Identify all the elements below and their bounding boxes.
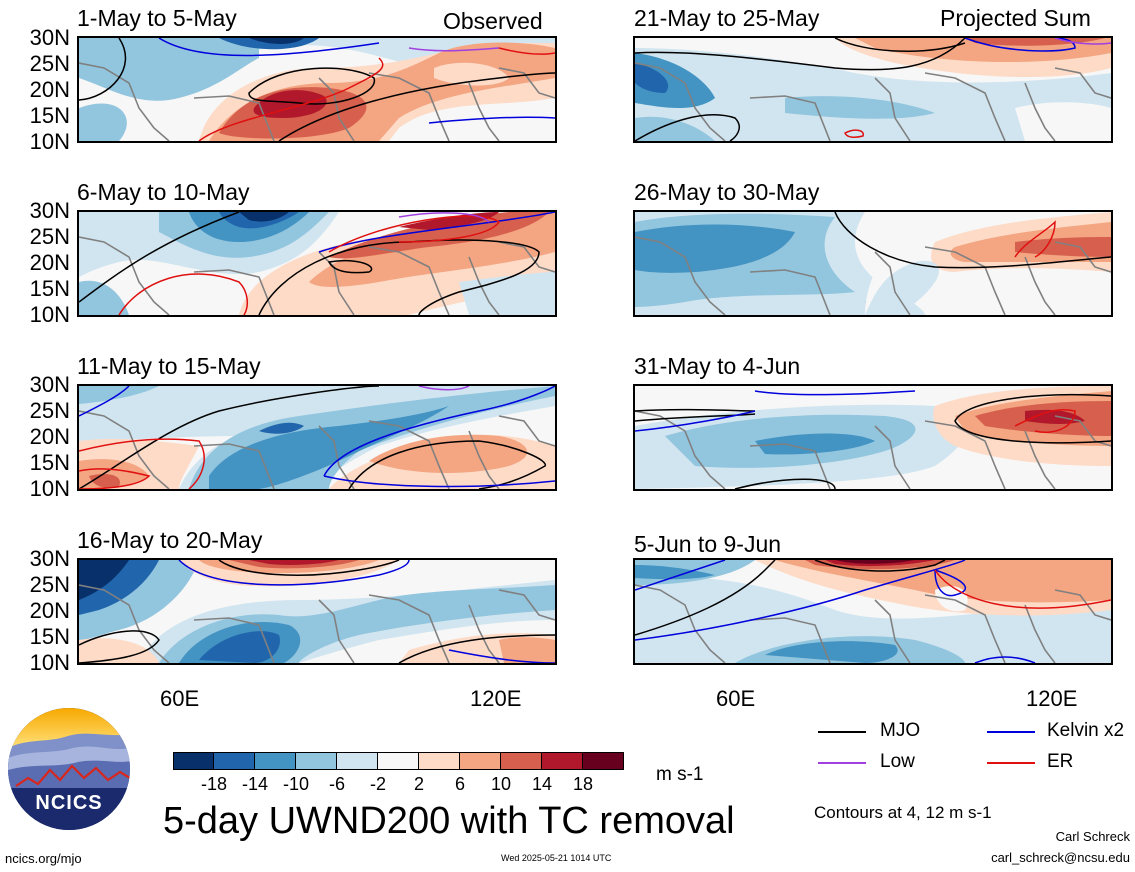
colorbar-cell — [378, 752, 419, 770]
legend-low-line — [818, 762, 866, 764]
colorbar-cell — [255, 752, 296, 770]
map-panel-4 — [77, 558, 557, 665]
ncics-logo-text: NCICS — [35, 792, 103, 814]
lon-tick-60e-right: 60E — [716, 686, 756, 711]
footer-timestamp: Wed 2025-05-21 1014 UTC — [501, 853, 612, 863]
footer-url[interactable]: ncics.org/mjo — [5, 851, 82, 866]
colorbar-cell — [419, 752, 460, 770]
colorbar-tick-label: -6 — [328, 774, 346, 794]
panel-title-5: 21-May to 25-May — [634, 5, 820, 31]
legend-mjo-label: MJO — [880, 720, 921, 741]
lat-tick: 25N — [29, 398, 70, 423]
colorbar-cell — [296, 752, 337, 770]
lat-tick: 15N — [29, 276, 70, 301]
footer-email[interactable]: carl_schreck@ncsu.edu — [991, 850, 1130, 865]
colorbar-tick-label: 10 — [490, 774, 512, 794]
colorbar-units: m s-1 — [656, 764, 704, 785]
panel-title-3: 11-May to 15-May — [77, 353, 261, 379]
colorbar-tick-label: 2 — [413, 774, 425, 794]
lat-tick: 20N — [29, 77, 70, 102]
lat-tick: 15N — [29, 624, 70, 649]
lat-tick: 20N — [29, 250, 70, 275]
colorbar-cell — [173, 752, 214, 770]
map-panel-3 — [77, 384, 557, 491]
panel-title-4: 16-May to 20-May — [77, 527, 263, 553]
legend-low-label: Low — [880, 751, 915, 772]
panel-label-projected: Projected Sum — [940, 5, 1091, 31]
lon-tick-120e-left: 120E — [470, 686, 522, 711]
map-panel-6 — [633, 210, 1113, 317]
legend-er-label: ER — [1047, 751, 1074, 772]
colorbar-tick-label: 6 — [454, 774, 466, 794]
legend-er-line — [987, 762, 1035, 764]
colorbar-cell — [542, 752, 583, 770]
map-panel-5 — [633, 36, 1113, 143]
colorbar-tick-label: -10 — [282, 774, 310, 794]
legend-mjo-line — [818, 731, 866, 733]
lat-tick: 25N — [29, 224, 70, 249]
lat-tick: 10N — [29, 476, 70, 501]
panel-title-6: 26-May to 30-May — [634, 179, 820, 205]
lat-tick: 20N — [29, 598, 70, 623]
lat-tick: 15N — [29, 450, 70, 475]
lon-tick-60e-left: 60E — [160, 686, 200, 711]
lat-tick: 30N — [29, 198, 70, 223]
colorbar-cell — [583, 752, 624, 770]
panel-label-observed: Observed — [443, 8, 543, 34]
lat-tick: 10N — [29, 302, 70, 327]
contours-note: Contours at 4, 12 m s-1 — [814, 803, 992, 822]
lat-tick: 15N — [29, 103, 70, 128]
lat-tick: 30N — [29, 546, 70, 571]
colorbar-tick-label: -14 — [241, 774, 269, 794]
colorbar-cell — [337, 752, 378, 770]
lat-tick: 30N — [29, 372, 70, 397]
colorbar-tick-label: 14 — [531, 774, 553, 794]
legend-kelvin-line — [987, 731, 1035, 733]
colorbar-tick-label: -18 — [200, 774, 228, 794]
lat-tick: 25N — [29, 572, 70, 597]
panel-title-7: 31-May to 4-Jun — [634, 353, 801, 379]
panel-title-8: 5-Jun to 9-Jun — [634, 531, 782, 557]
lat-tick: 10N — [29, 650, 70, 675]
footer-author: Carl Schreck — [1055, 829, 1130, 844]
map-panel-7 — [633, 384, 1113, 491]
panel-title-2: 6-May to 10-May — [77, 179, 250, 205]
lon-tick-120e-right: 120E — [1026, 686, 1078, 711]
colorbar-cell — [214, 752, 255, 770]
colorbar-tick-label: 18 — [572, 774, 594, 794]
colorbar-cell — [460, 752, 501, 770]
map-panel-8 — [633, 558, 1113, 665]
panel-title-1: 1-May to 5-May — [77, 5, 237, 31]
lat-tick: 10N — [29, 129, 70, 154]
colorbar-cell — [501, 752, 542, 770]
lat-tick: 20N — [29, 424, 70, 449]
map-panel-2 — [77, 210, 557, 317]
lat-tick: 25N — [29, 51, 70, 76]
ncics-logo: NCICS — [8, 708, 130, 830]
main-title: 5-day UWND200 with TC removal — [163, 800, 735, 842]
legend-kelvin-label: Kelvin x2 — [1047, 720, 1125, 741]
colorbar-tick-label: -2 — [369, 774, 387, 794]
map-panel-1 — [77, 36, 557, 143]
lat-tick: 30N — [29, 25, 70, 50]
